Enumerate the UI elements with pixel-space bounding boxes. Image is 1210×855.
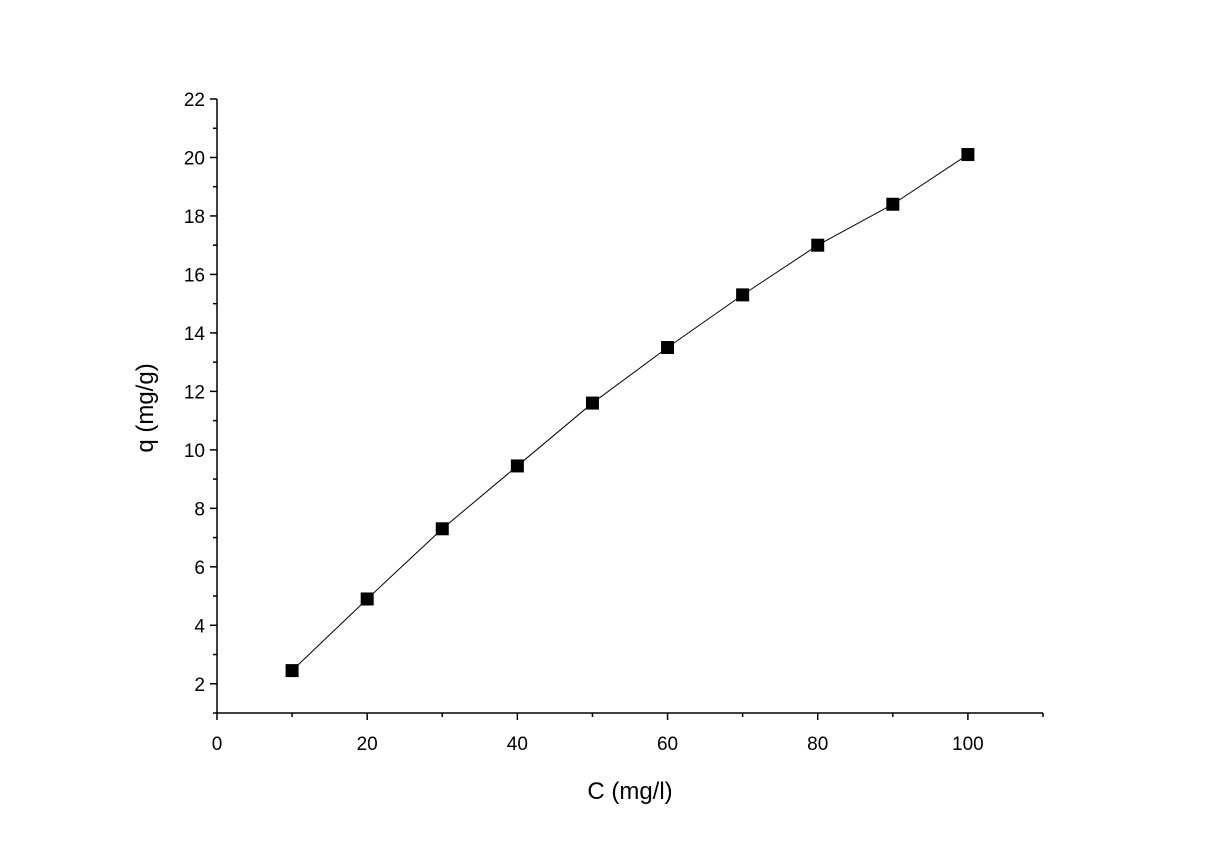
y-tick-label: 2 — [194, 675, 205, 696]
series — [285, 148, 975, 678]
data-point — [811, 238, 825, 252]
x-tick-label: 80 — [807, 734, 828, 755]
x-axis-title: C (mg/l) — [587, 778, 672, 805]
data-point — [585, 396, 599, 410]
ticks: 0 20 40 60 80 100 2 4 6 8 10 12 14 16 18 20 22 — [184, 90, 1044, 755]
axes — [216, 99, 1043, 714]
y-axis-title: q (mg/g) — [132, 363, 159, 452]
y-tick-label: 14 — [184, 324, 206, 345]
data-point — [510, 459, 524, 473]
x-tick-label: 0 — [212, 734, 223, 755]
data-point — [661, 341, 675, 355]
data-point — [961, 148, 975, 162]
y-tick-label: 20 — [184, 148, 205, 169]
y-tick-label: 4 — [194, 616, 205, 637]
x-tick-label: 100 — [952, 734, 984, 755]
x-tick-label: 60 — [657, 734, 678, 755]
data-point — [285, 664, 299, 678]
data-point — [736, 288, 750, 302]
data-point — [886, 197, 900, 211]
data-point — [435, 522, 449, 536]
y-tick-label: 12 — [184, 382, 205, 403]
y-tick-label: 10 — [184, 441, 205, 462]
y-tick-label: 22 — [184, 90, 205, 111]
y-tick-label: 8 — [194, 499, 205, 520]
data-point — [360, 592, 374, 606]
x-tick-label: 40 — [507, 734, 528, 755]
y-tick-label: 16 — [184, 265, 205, 286]
y-tick-label: 6 — [194, 558, 205, 579]
series-line — [291, 154, 969, 671]
x-tick-label: 20 — [357, 734, 378, 755]
y-tick-label: 18 — [184, 207, 205, 228]
